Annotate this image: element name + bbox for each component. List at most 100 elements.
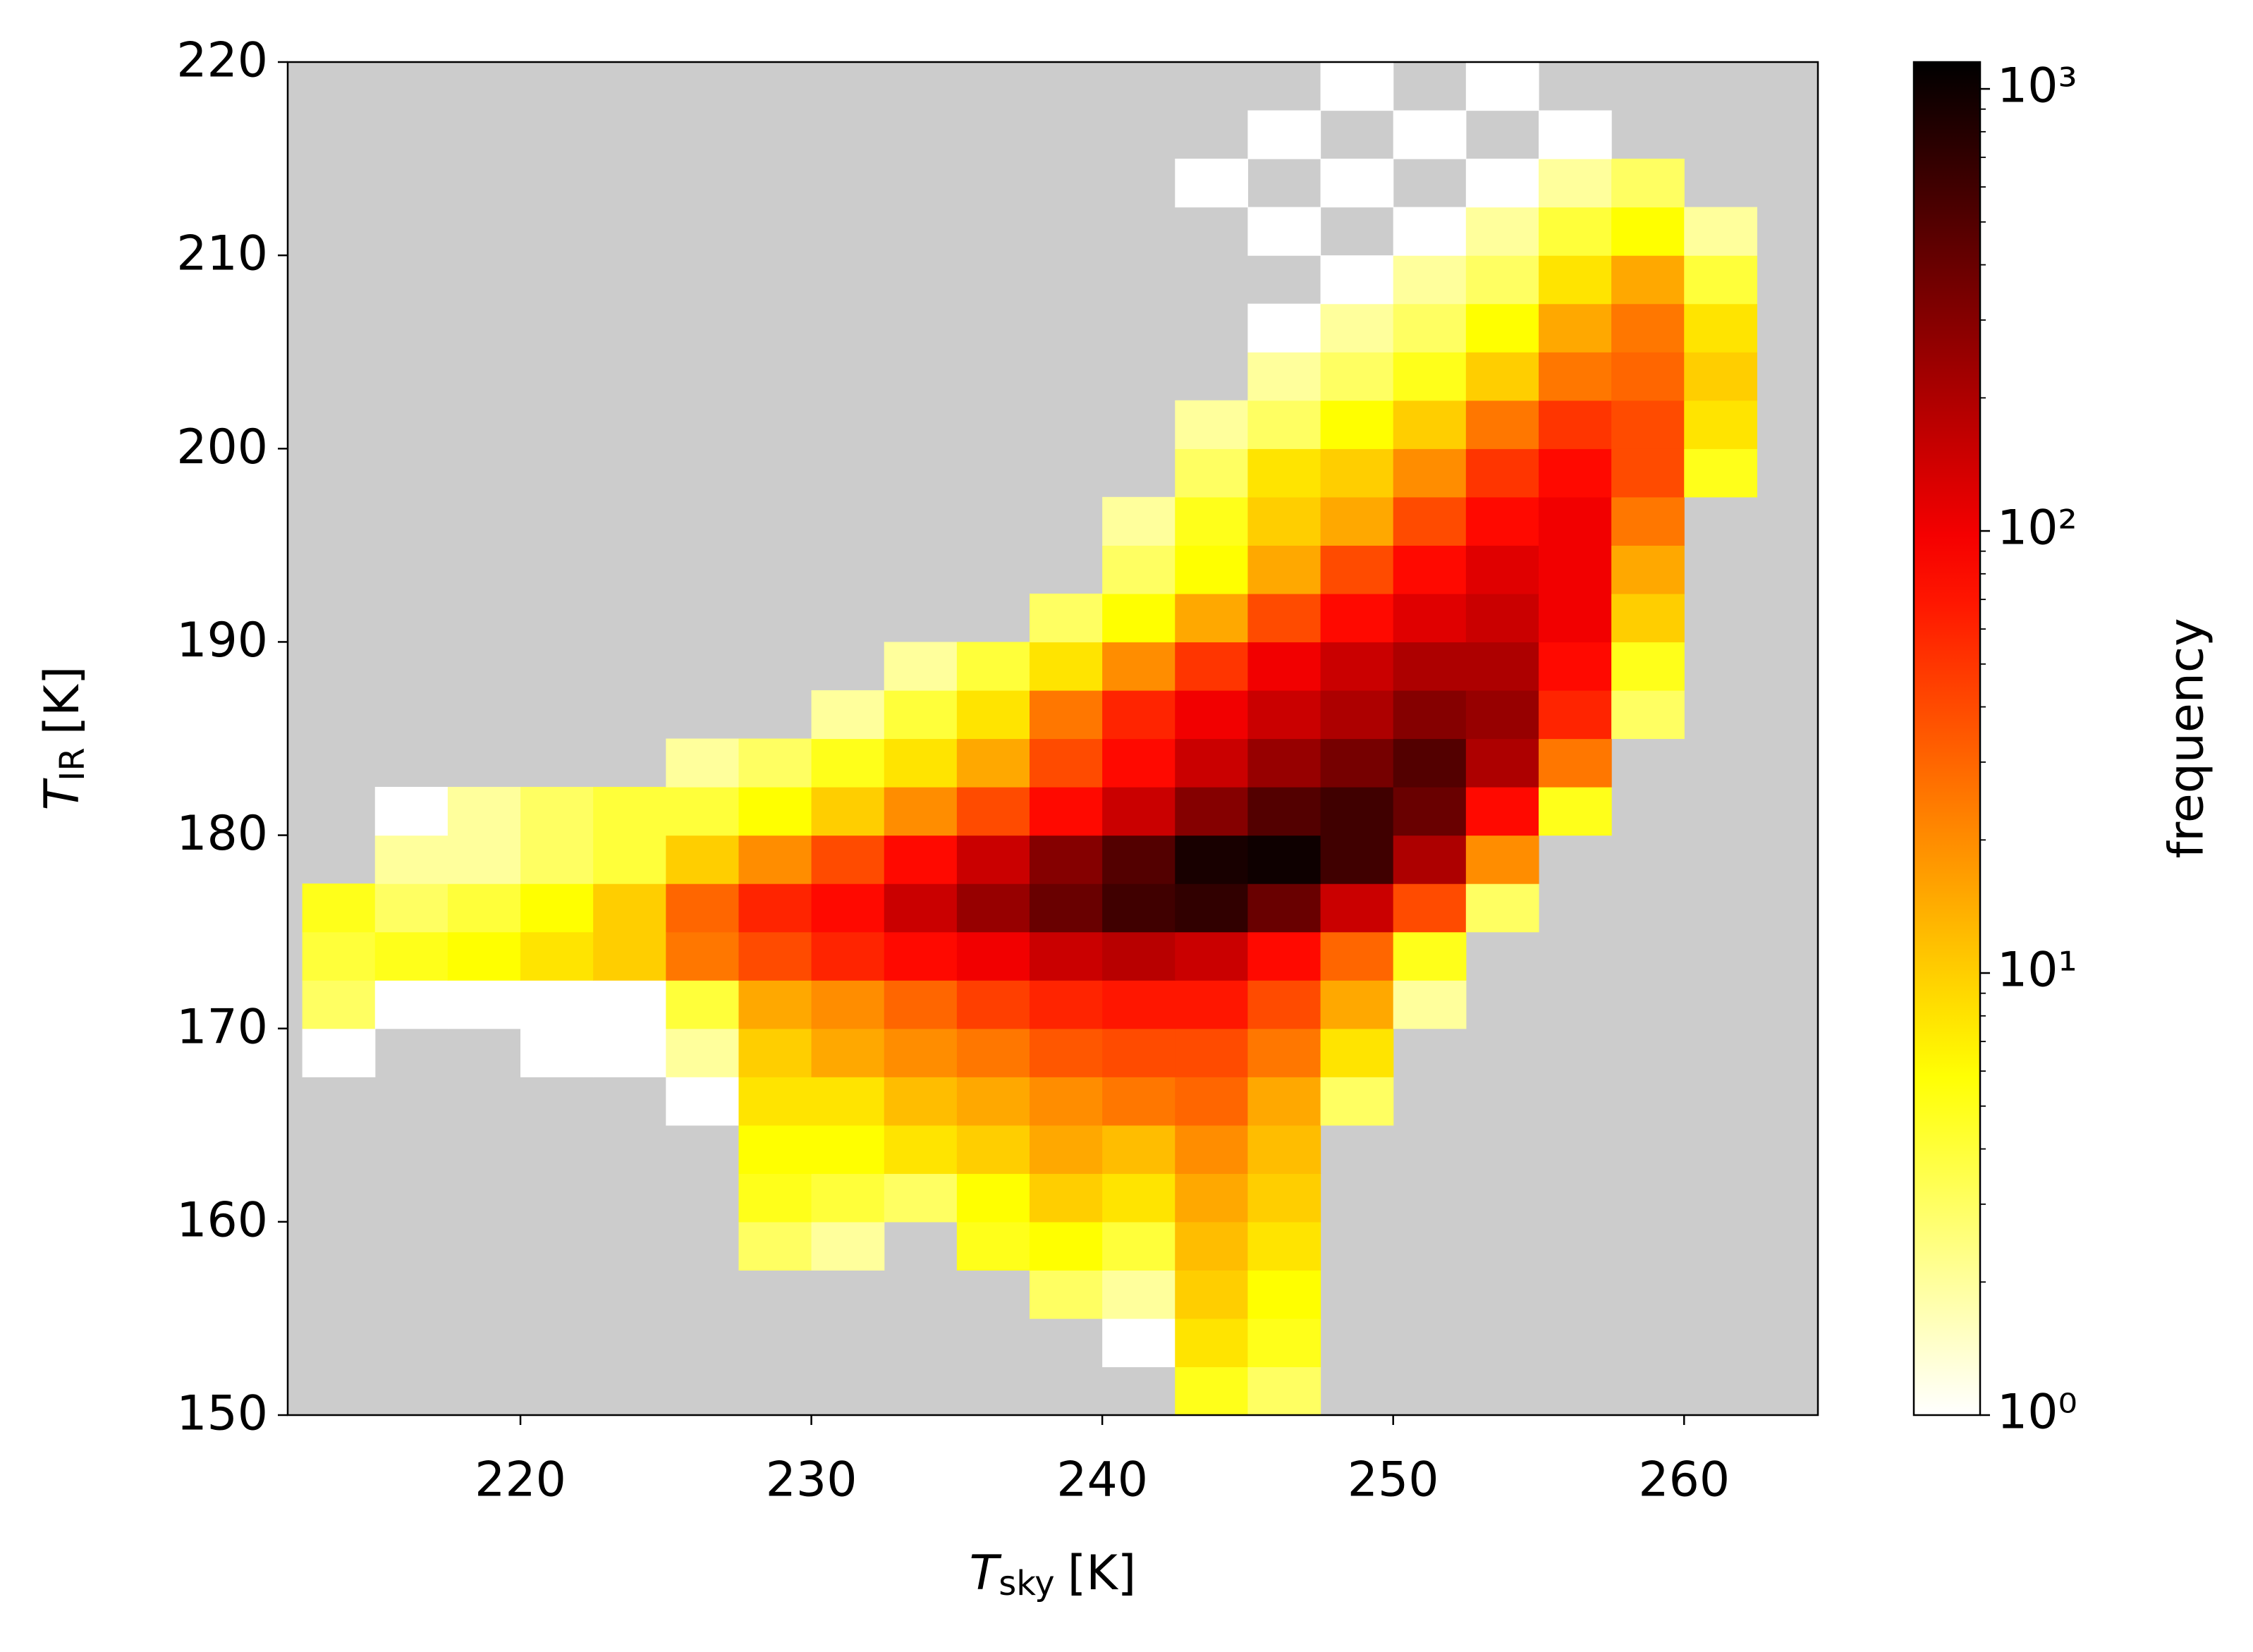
heatmap-cell [1393, 352, 1467, 401]
y-axis-label: TIR [K] [35, 666, 92, 811]
heatmap-cell [1393, 400, 1467, 449]
heatmap-cell [593, 883, 666, 933]
heatmap-cell [1247, 1270, 1321, 1319]
heatmap-cell [1393, 303, 1467, 353]
heatmap-cell [956, 835, 1030, 884]
heatmap-cell [1102, 1077, 1176, 1126]
heatmap-cell [738, 1125, 812, 1174]
heatmap-cell [1247, 400, 1321, 449]
y-tick-label: 160 [176, 1192, 268, 1248]
heatmap-cell [1175, 931, 1249, 981]
heatmap-cell [1029, 1077, 1103, 1126]
heatmap-cell [1029, 642, 1103, 691]
heatmap-cell [447, 883, 521, 933]
heatmap-cell [1684, 303, 1757, 353]
heatmap-cell [1175, 1077, 1249, 1126]
heatmap-cell [884, 690, 958, 740]
heatmap-cell [1175, 1366, 1249, 1416]
heatmap-cell [811, 980, 885, 1029]
heatmap-cell [811, 787, 885, 836]
heatmap-cell [1247, 110, 1321, 159]
heatmap-cell [1175, 400, 1249, 449]
heatmap-cell [447, 835, 521, 884]
plot-frame [286, 61, 1819, 1417]
heatmap-cell [447, 980, 521, 1029]
heatmap-cell [1684, 448, 1757, 498]
heatmap-cell [1320, 593, 1394, 643]
y-tick-label: 180 [176, 806, 268, 862]
heatmap-cell [1102, 1173, 1176, 1223]
heatmap-cell [1102, 787, 1176, 836]
heatmap-cell [1102, 1125, 1176, 1174]
heatmap-cell [1320, 255, 1394, 305]
heatmap-cell [666, 787, 740, 836]
heatmap-cell [1175, 642, 1249, 691]
heatmap-cell [520, 835, 594, 884]
x-label-subscript: sky [999, 1564, 1055, 1603]
heatmap-cell [1247, 593, 1321, 643]
heatmap-cell [811, 1028, 885, 1077]
y-tick-label: 200 [176, 420, 268, 475]
heatmap-cell [738, 835, 812, 884]
heatmap-cell [374, 980, 448, 1029]
heatmap-cell [1320, 545, 1394, 594]
heatmap-cell [1175, 1028, 1249, 1077]
heatmap-cell [1538, 159, 1612, 208]
heatmap-cell [1320, 738, 1394, 788]
heatmap-cell [302, 931, 376, 981]
colorbar [1912, 61, 1982, 1417]
heatmap-cell [302, 1028, 376, 1077]
heatmap-cell [1320, 931, 1394, 981]
heatmap-cell [447, 931, 521, 981]
heatmap-cell [1029, 1270, 1103, 1319]
heatmap-cell [593, 980, 666, 1029]
heatmap-cell [1029, 883, 1103, 933]
x-label-unit: [K] [1068, 1546, 1137, 1601]
heatmap-cell [1102, 1028, 1176, 1077]
heatmap-cell [1684, 352, 1757, 401]
heatmap-cell [1393, 448, 1467, 498]
heatmap-cell [1102, 1270, 1176, 1319]
heatmap-cell [666, 980, 740, 1029]
heatmap-cell [1611, 255, 1685, 305]
heatmap-cell [1175, 787, 1249, 836]
heatmap-cell [1247, 303, 1321, 353]
heatmap-cell [1247, 690, 1321, 740]
heatmap-cell [1247, 883, 1321, 933]
heatmap-cell [1102, 642, 1176, 691]
heatmap-cell [1102, 545, 1176, 594]
heatmap-cell [1611, 642, 1685, 691]
heatmap-cell [956, 1028, 1030, 1077]
heatmap-cell [1611, 400, 1685, 449]
heatmap-cell [956, 883, 1030, 933]
heatmap-cell [1393, 835, 1467, 884]
y-tick-label: 220 [176, 33, 268, 89]
heatmap-cell [1175, 496, 1249, 546]
heatmap-cell [666, 1028, 740, 1077]
heatmap-cell [1029, 931, 1103, 981]
heatmap-cell [884, 1077, 958, 1126]
heatmap-cell [956, 642, 1030, 691]
x-tick-label: 240 [1056, 1452, 1148, 1508]
heatmap-cell [1320, 883, 1394, 933]
heatmap-cell [956, 738, 1030, 788]
heatmap-cell [1247, 980, 1321, 1029]
heatmap-cell [520, 1028, 594, 1077]
y-label-symbol: T [35, 778, 90, 810]
heatmap-cell [1684, 207, 1757, 256]
heatmap-cell [1247, 738, 1321, 788]
heatmap-cell [884, 883, 958, 933]
colorbar-tick-label: 10¹ [1997, 943, 2077, 998]
heatmap-cell [738, 980, 812, 1029]
heatmap-cell [1320, 62, 1394, 111]
heatmap-cell [1247, 448, 1321, 498]
heatmap-cell [1393, 931, 1467, 981]
heatmap-cell [1393, 593, 1467, 643]
heatmap-cell [1611, 448, 1685, 498]
heatmap-cell [1175, 1173, 1249, 1223]
heatmap-cell [884, 642, 958, 691]
heatmap-cell [1029, 1173, 1103, 1223]
heatmap-cell [374, 883, 448, 933]
